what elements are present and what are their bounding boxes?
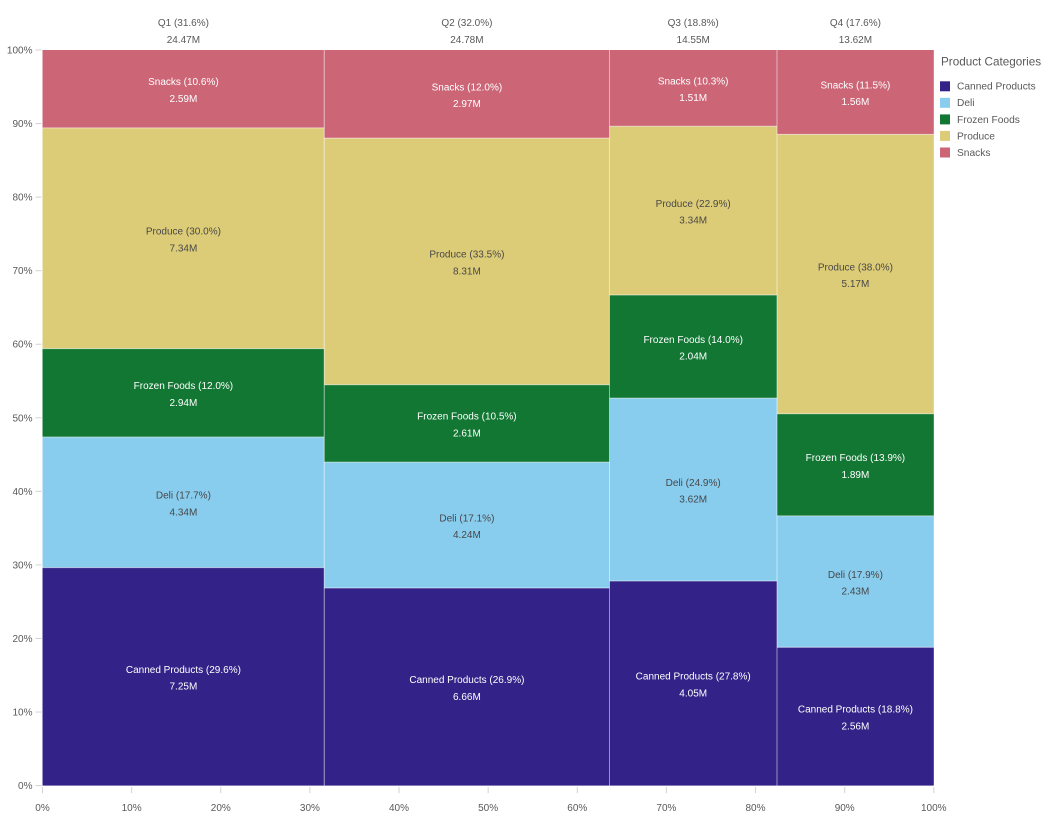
svg-text:Snacks: Snacks (957, 148, 990, 159)
svg-text:1.51M: 1.51M (679, 93, 707, 104)
svg-text:Deli: Deli (957, 98, 975, 109)
svg-text:Frozen Foods (14.0%): Frozen Foods (14.0%) (643, 335, 743, 346)
svg-text:10%: 10% (12, 708, 32, 719)
svg-text:70%: 70% (12, 266, 32, 277)
svg-text:3.34M: 3.34M (679, 216, 707, 227)
svg-text:Q3 (18.8%): Q3 (18.8%) (668, 18, 719, 29)
svg-text:Canned Products (18.8%): Canned Products (18.8%) (798, 705, 913, 716)
svg-text:Produce (22.9%): Produce (22.9%) (656, 199, 731, 210)
svg-text:2.97M: 2.97M (453, 99, 481, 110)
svg-text:Canned Products (26.9%): Canned Products (26.9%) (409, 675, 524, 686)
svg-text:Frozen Foods (10.5%): Frozen Foods (10.5%) (417, 412, 517, 423)
svg-text:Frozen Foods: Frozen Foods (957, 115, 1020, 126)
svg-text:5.17M: 5.17M (842, 279, 870, 290)
svg-text:Snacks (11.5%): Snacks (11.5%) (820, 81, 890, 92)
svg-text:24.78M: 24.78M (450, 35, 483, 46)
svg-text:2.56M: 2.56M (842, 721, 870, 732)
svg-text:2.61M: 2.61M (453, 428, 481, 439)
svg-text:40%: 40% (12, 487, 32, 498)
svg-text:3.62M: 3.62M (679, 495, 707, 506)
svg-text:6.66M: 6.66M (453, 692, 481, 703)
svg-text:Product Categories: Product Categories (941, 56, 1041, 69)
svg-text:1.56M: 1.56M (842, 97, 870, 108)
svg-text:Produce (33.5%): Produce (33.5%) (429, 250, 504, 261)
svg-text:Produce (38.0%): Produce (38.0%) (818, 262, 893, 273)
svg-text:14.55M: 14.55M (677, 35, 710, 46)
svg-text:4.34M: 4.34M (170, 507, 198, 518)
svg-text:Snacks (10.6%): Snacks (10.6%) (148, 77, 219, 88)
svg-text:Deli (17.9%): Deli (17.9%) (828, 570, 883, 581)
svg-text:30%: 30% (300, 803, 320, 814)
svg-text:Frozen Foods (12.0%): Frozen Foods (12.0%) (134, 381, 234, 392)
svg-text:13.62M: 13.62M (839, 35, 872, 46)
svg-text:4.05M: 4.05M (679, 688, 707, 699)
svg-text:0%: 0% (35, 803, 50, 814)
svg-text:24.47M: 24.47M (167, 35, 200, 46)
svg-text:80%: 80% (12, 193, 32, 204)
svg-text:Canned Products (29.6%): Canned Products (29.6%) (126, 665, 241, 676)
svg-text:2.04M: 2.04M (679, 352, 707, 363)
svg-text:Canned Products: Canned Products (957, 82, 1036, 93)
svg-text:80%: 80% (745, 803, 765, 814)
svg-text:8.31M: 8.31M (453, 266, 481, 277)
svg-text:Frozen Foods (13.9%): Frozen Foods (13.9%) (806, 453, 906, 464)
svg-text:70%: 70% (656, 803, 676, 814)
svg-text:2.94M: 2.94M (170, 398, 198, 409)
svg-text:2.59M: 2.59M (170, 94, 198, 105)
svg-text:10%: 10% (122, 803, 142, 814)
svg-text:Q1 (31.6%): Q1 (31.6%) (158, 18, 209, 29)
svg-text:Deli (17.1%): Deli (17.1%) (439, 513, 494, 524)
svg-text:Produce: Produce (957, 131, 995, 142)
svg-text:90%: 90% (12, 119, 32, 130)
svg-text:100%: 100% (7, 46, 33, 57)
svg-text:7.25M: 7.25M (170, 682, 198, 693)
svg-text:4.24M: 4.24M (453, 530, 481, 541)
svg-text:1.89M: 1.89M (842, 470, 870, 481)
svg-text:30%: 30% (12, 560, 32, 571)
svg-text:Snacks (12.0%): Snacks (12.0%) (432, 82, 503, 93)
svg-text:Canned Products (27.8%): Canned Products (27.8%) (636, 672, 751, 683)
svg-text:Deli (24.9%): Deli (24.9%) (666, 478, 721, 489)
svg-text:50%: 50% (12, 413, 32, 424)
svg-text:100%: 100% (921, 803, 947, 814)
svg-text:60%: 60% (12, 340, 32, 351)
svg-text:2.43M: 2.43M (842, 587, 870, 598)
svg-text:Deli (17.7%): Deli (17.7%) (156, 491, 211, 502)
svg-text:7.34M: 7.34M (170, 243, 198, 254)
svg-text:90%: 90% (835, 803, 855, 814)
svg-text:20%: 20% (211, 803, 231, 814)
svg-text:40%: 40% (389, 803, 409, 814)
svg-text:50%: 50% (478, 803, 498, 814)
svg-text:20%: 20% (12, 634, 32, 645)
svg-text:0%: 0% (18, 781, 33, 792)
svg-text:Q2 (32.0%): Q2 (32.0%) (441, 18, 492, 29)
svg-text:Snacks (10.3%): Snacks (10.3%) (658, 76, 729, 87)
svg-text:60%: 60% (567, 803, 587, 814)
svg-text:Produce (30.0%): Produce (30.0%) (146, 227, 221, 238)
svg-text:Q4 (17.6%): Q4 (17.6%) (830, 18, 881, 29)
